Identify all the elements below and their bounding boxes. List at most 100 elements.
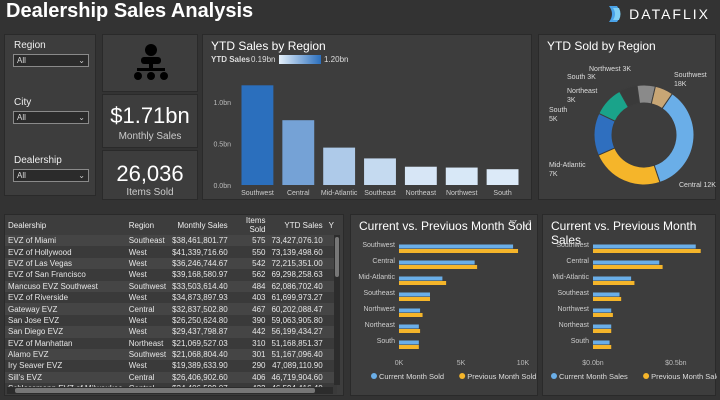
table-cell [325, 303, 337, 315]
table-cell: Iry Seaver EVZ [5, 360, 126, 372]
table-row[interactable]: EVZ of Miami Southeast $38,461,801.77 575 73… [5, 235, 337, 247]
table-row[interactable]: EVZ of Manhattan Northeast $21,069,527.03 3… [5, 337, 337, 349]
month-sales-chart: Southwest Central Mid-Atlantic Southeast Nor… [551, 242, 717, 381]
legend-dot [459, 373, 466, 379]
donut-label: South [549, 107, 567, 114]
city-dropdown-value: All [17, 113, 26, 122]
table-cell: $21,069,527.03 [169, 337, 231, 349]
bar-south [399, 345, 419, 349]
table-cell: $36,246,744.67 [169, 257, 231, 270]
table-cell: EVZ of San Francisco [5, 269, 126, 281]
y-tick-label: South [377, 338, 395, 345]
bar-central [593, 265, 663, 269]
bar-southwest [399, 249, 519, 253]
table-cell: 72,215,351.00 [268, 257, 326, 270]
y-tick-label: Central [566, 258, 589, 265]
filter-icon[interactable]: ⛛ [509, 218, 517, 228]
table-row[interactable]: EVZ of San Francisco West $39,168,580.97 56… [5, 269, 337, 281]
vertical-scrollbar-thumb[interactable] [335, 237, 339, 277]
bar-northwest [593, 313, 613, 317]
items-sold-card: 26,036 Items Sold [102, 150, 198, 200]
org-chart-icon [134, 44, 168, 80]
horizontal-scrollbar[interactable] [7, 387, 333, 394]
table-cell: 73,427,076.10 [268, 235, 326, 247]
table-cell: Southwest [125, 280, 170, 292]
table-cell: 301 [230, 348, 269, 361]
legend-label: Current Month Sales [559, 372, 628, 381]
monthly-sales-value: $1.71bn [110, 103, 190, 128]
table-row[interactable]: EVZ of Hollywood West $41,339,716.60 550 73,… [5, 246, 337, 258]
table-row[interactable]: Gateway EVZ Central $32,837,502.80 467 60,20… [5, 303, 337, 315]
bar-southwest [399, 244, 514, 249]
table-row[interactable]: Mancuso EVZ Southwest Southwest $33,503,61… [5, 280, 337, 292]
column-header[interactable]: Items Sold [245, 216, 266, 234]
bar-southeast [364, 158, 396, 185]
table-cell: EVZ of Hollywood [5, 246, 126, 258]
month-sold-chart-title: Current vs. Previuos Month Sold [359, 219, 532, 233]
table-cell: $41,339,716.60 [169, 246, 231, 258]
region-slicer-label: Region [14, 40, 46, 51]
expand-icon[interactable]: ⤢ [523, 218, 531, 228]
table-row[interactable]: Alamo EVZ Southwest $21,068,804.40 301 51,16… [5, 348, 337, 361]
bar-mid-atlantic [593, 276, 632, 281]
table-cell: Central [125, 303, 170, 315]
donut-slice [650, 85, 673, 110]
month-sold-chart-panel: Current vs. Previuos Month Sold ⛛ ⤢ Sout… [350, 214, 538, 396]
table-row[interactable]: EVZ of Las Vegas West $36,246,744.67 542 72,… [5, 257, 337, 270]
table-cell: San Diego EVZ [5, 326, 126, 338]
table-cell: Southwest [125, 348, 170, 361]
dealership-dropdown[interactable]: All ⌄ [13, 169, 89, 182]
y-tick-label: Southeast [363, 290, 395, 297]
ytd-sales-chart-title: YTD Sales by Region [211, 39, 326, 53]
x-tick-label: Mid-Atlantic [321, 190, 358, 197]
brand-name: DATAFLIX [629, 6, 710, 22]
region-dropdown-value: All [17, 56, 26, 65]
table-row[interactable]: Iry Seaver EVZ West $19,389,633.90 290 47,08… [5, 360, 337, 372]
bar-mid-atlantic [593, 281, 635, 285]
column-header[interactable]: YTD Sales [284, 220, 323, 230]
bar-southeast [593, 297, 622, 301]
items-sold-value: 26,036 [116, 161, 184, 186]
table-row[interactable]: EVZ of Riverside West $34,873,897.93 403 61,… [5, 291, 337, 304]
table-row[interactable]: Sill's EVZ Central $26,406,902.60 406 46,719… [5, 371, 337, 384]
scrollbar-thumb[interactable] [15, 388, 315, 393]
table-cell: 406 [230, 371, 269, 384]
column-header[interactable]: Y [328, 220, 334, 230]
region-dropdown[interactable]: All ⌄ [13, 54, 89, 67]
y-tick-label: Northwest [363, 306, 395, 313]
donut-label: Northeast [567, 88, 597, 95]
table-row[interactable]: San Jose EVZ West $26,250,624.80 390 59,063,… [5, 314, 337, 327]
y-tick-label: 0.5bn [213, 141, 231, 148]
bar-northwest [399, 308, 421, 313]
bar-central [282, 120, 315, 185]
donut-label: 7K [549, 171, 558, 178]
table-row[interactable]: San Diego EVZ West $29,437,798.87 442 56,199… [5, 326, 337, 338]
bar-southwest [241, 85, 274, 185]
page-title: Dealership Sales Analysis [6, 0, 254, 22]
column-header[interactable]: Monthly Sales [177, 220, 228, 230]
table-cell [325, 280, 337, 292]
bar-central [593, 260, 660, 265]
table-cell: 442 [230, 326, 269, 338]
bar-southeast [399, 297, 430, 301]
x-tick-label: South [493, 190, 511, 197]
bar-central [399, 260, 475, 265]
table-cell: $21,068,804.40 [169, 348, 231, 361]
table-cell: 46,719,904.60 [268, 371, 326, 384]
city-dropdown[interactable]: All ⌄ [13, 111, 89, 124]
table-cell: 62,086,702.40 [268, 280, 326, 292]
table-cell: 484 [230, 280, 269, 292]
table-cell: San Jose EVZ [5, 314, 126, 327]
column-header[interactable]: Dealership [8, 220, 47, 230]
table-cell: EVZ of Manhattan [5, 337, 126, 349]
table-cell: Mancuso EVZ Southwest [5, 280, 126, 292]
column-header[interactable]: Region [128, 220, 155, 230]
vertical-scrollbar[interactable] [334, 235, 340, 385]
table-cell [325, 337, 337, 349]
bar-northeast [399, 329, 421, 333]
y-tick-label: Southwest [362, 242, 395, 249]
table-cell [325, 314, 337, 327]
table-cell: $34,873,897.93 [169, 291, 231, 304]
bar-southeast [399, 292, 430, 297]
